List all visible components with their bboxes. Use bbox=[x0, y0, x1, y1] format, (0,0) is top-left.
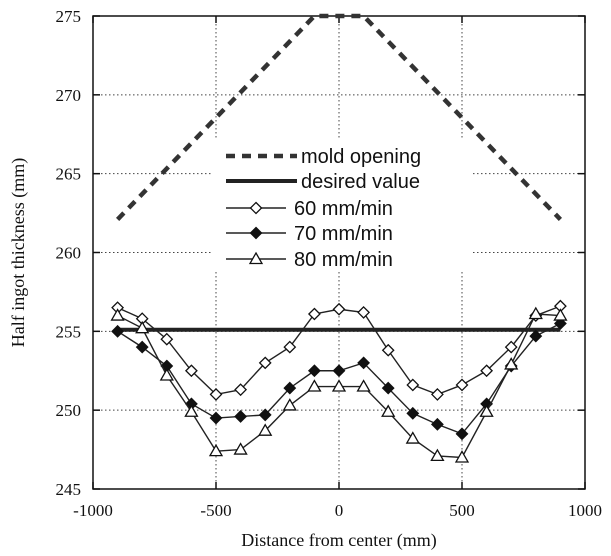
data-point bbox=[258, 356, 272, 370]
data-point bbox=[111, 324, 125, 338]
data-point bbox=[233, 442, 248, 455]
legend: mold opening desired value 60 mm/min 70 mm/… bbox=[212, 140, 472, 271]
legend-label: 60 mm/min bbox=[294, 198, 393, 220]
data-point bbox=[405, 431, 420, 444]
data-point bbox=[110, 308, 125, 321]
series-line bbox=[115, 13, 563, 221]
data-point bbox=[159, 368, 174, 381]
y-tick-label: 275 bbox=[56, 7, 82, 26]
legend-label: desired value bbox=[301, 171, 420, 193]
data-point bbox=[135, 320, 150, 334]
data-point bbox=[381, 343, 395, 357]
data-point bbox=[406, 406, 420, 420]
y-tick-label: 250 bbox=[56, 401, 82, 420]
data-point bbox=[283, 381, 297, 395]
legend-item: 60 mm/min bbox=[226, 198, 393, 220]
legend-item: 70 mm/min bbox=[226, 223, 393, 245]
data-point bbox=[307, 379, 322, 392]
data-point bbox=[160, 332, 174, 346]
data-point bbox=[480, 364, 494, 378]
data-point bbox=[258, 423, 273, 436]
data-point bbox=[430, 448, 445, 462]
data-point bbox=[406, 378, 420, 392]
data-point bbox=[528, 306, 543, 320]
data-point bbox=[135, 340, 149, 354]
y-tick-label: 265 bbox=[56, 165, 82, 184]
data-point bbox=[184, 364, 198, 378]
data-point bbox=[430, 417, 444, 431]
x-tick-label: -1000 bbox=[73, 501, 113, 520]
data-point bbox=[331, 379, 347, 392]
data-point bbox=[454, 450, 470, 463]
y-tick-label: 245 bbox=[56, 480, 82, 499]
legend-marker bbox=[249, 226, 263, 240]
legend-item: 80 mm/min bbox=[226, 249, 393, 271]
series-layer bbox=[110, 13, 568, 463]
y-tick-label: 270 bbox=[56, 86, 82, 105]
data-point bbox=[208, 443, 224, 457]
data-point bbox=[455, 427, 469, 441]
data-point bbox=[504, 340, 518, 354]
y-axis-title: Half ingot thickness (mm) bbox=[8, 158, 29, 347]
data-point bbox=[381, 404, 396, 417]
data-point bbox=[234, 410, 248, 423]
data-point bbox=[430, 387, 444, 401]
legend-item: desired value bbox=[226, 171, 420, 193]
data-point bbox=[209, 387, 223, 401]
data-point bbox=[184, 404, 199, 417]
y-tick-label: 255 bbox=[56, 322, 82, 341]
data-point bbox=[307, 364, 321, 378]
legend-marker bbox=[248, 251, 264, 265]
series-0 bbox=[115, 13, 563, 221]
data-point bbox=[479, 404, 494, 417]
data-point bbox=[307, 307, 321, 321]
data-point bbox=[356, 379, 371, 392]
data-point bbox=[332, 364, 346, 378]
data-point bbox=[282, 398, 297, 411]
data-point bbox=[209, 411, 223, 425]
series-4 bbox=[110, 306, 568, 463]
series-2 bbox=[111, 299, 567, 401]
x-tick-label: 1000 bbox=[568, 501, 602, 520]
x-tick-label: -500 bbox=[200, 501, 231, 520]
legend-label: 70 mm/min bbox=[294, 223, 393, 245]
data-point bbox=[529, 329, 543, 343]
x-axis-title: Distance from center (mm) bbox=[241, 530, 436, 551]
data-point bbox=[234, 383, 248, 397]
data-point bbox=[283, 340, 297, 354]
x-tick-label: 0 bbox=[335, 501, 344, 520]
data-point bbox=[553, 308, 568, 321]
data-point bbox=[258, 408, 272, 422]
data-point bbox=[357, 356, 371, 370]
legend-item: mold opening bbox=[226, 146, 421, 168]
data-point bbox=[504, 357, 519, 370]
axis-ticks: -1000 -500 0 500 1000 245 250 255 260 265 270 275 bbox=[56, 7, 603, 520]
data-point bbox=[332, 302, 346, 316]
data-point bbox=[357, 305, 371, 319]
legend-marker bbox=[249, 201, 263, 215]
y-tick-label: 260 bbox=[56, 244, 82, 263]
data-point bbox=[381, 381, 395, 395]
legend-label: 80 mm/min bbox=[294, 249, 393, 271]
legend-label: mold opening bbox=[301, 146, 421, 168]
x-tick-label: 500 bbox=[449, 501, 475, 520]
data-point bbox=[455, 378, 469, 392]
